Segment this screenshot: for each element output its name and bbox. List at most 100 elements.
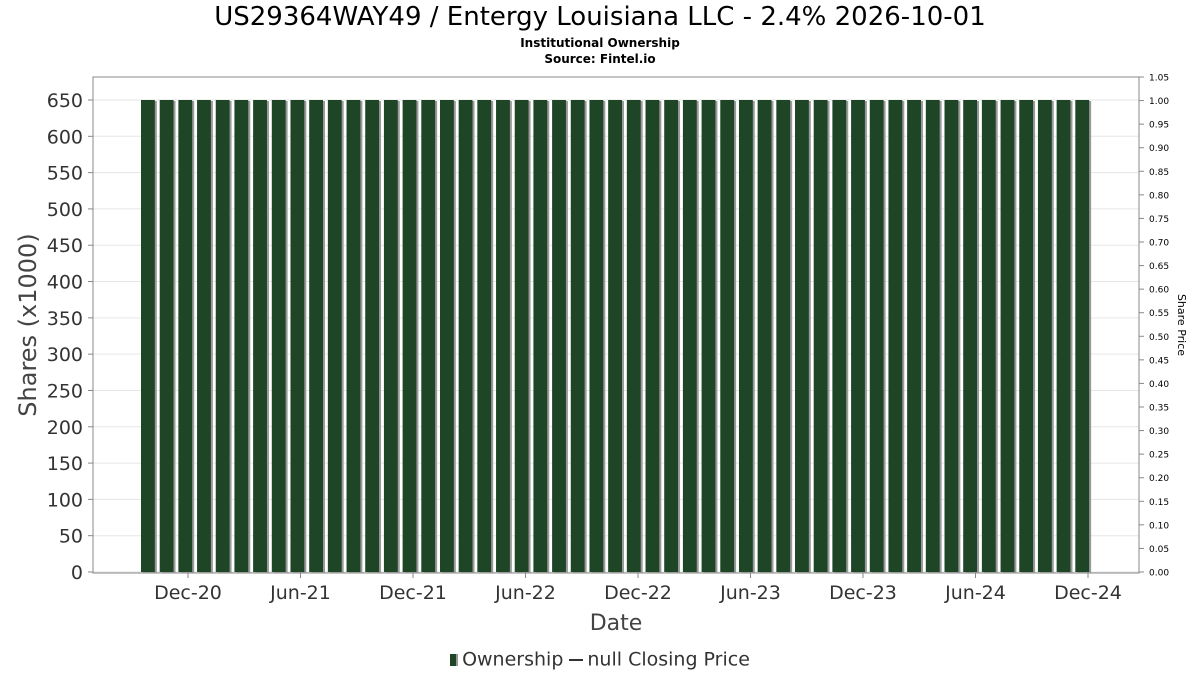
ownership-bar — [234, 100, 249, 572]
chart-title: US29364WAY49 / Entergy Louisiana LLC - 2… — [214, 2, 986, 32]
ownership-bar — [664, 100, 679, 572]
y2-tick-label: 0.90 — [1149, 144, 1169, 154]
x-tick-label: Jun-24 — [944, 582, 1006, 604]
ownership-bar — [757, 100, 772, 572]
chart-source: Source: Fintel.io — [544, 52, 656, 66]
y2-tick-label: 0.65 — [1149, 262, 1169, 272]
y-tick-label: 250 — [47, 380, 83, 402]
y2-tick-label: 0.35 — [1149, 404, 1169, 414]
y2-tick-label: 0.10 — [1149, 521, 1169, 531]
y-tick-label: 400 — [47, 272, 83, 294]
ownership-bar — [888, 100, 903, 572]
y-tick-label: 500 — [47, 199, 83, 221]
ownership-legend-swatch — [450, 653, 459, 666]
y2-tick-label: 0.30 — [1149, 427, 1169, 437]
ownership-bar — [477, 100, 492, 572]
ownership-bar — [327, 100, 342, 572]
ownership-bar — [178, 100, 193, 572]
ownership-bar — [907, 100, 921, 572]
x-tick-label: Dec-20 — [154, 582, 222, 604]
ownership-bar — [271, 100, 286, 572]
ownership-bar — [514, 100, 529, 572]
ownership-bar — [851, 100, 865, 572]
y2-tick-label: 1.00 — [1149, 97, 1169, 107]
ownership-bar — [309, 100, 324, 572]
ownership-bar — [197, 100, 211, 572]
y2-tick-label: 0.45 — [1149, 356, 1169, 366]
ownership-bar — [795, 100, 809, 572]
y2-tick-label: 0.00 — [1149, 569, 1169, 579]
ownership-bar — [496, 100, 510, 572]
ownership-bar — [365, 100, 380, 572]
y-tick-label: 200 — [47, 417, 83, 439]
ownership-bar — [458, 100, 473, 572]
x-tick-label: Dec-23 — [829, 582, 897, 604]
x-tick-label: Jun-23 — [719, 582, 781, 604]
x-tick-label: Dec-22 — [604, 582, 672, 604]
ownership-bar — [832, 100, 847, 572]
ownership-bar — [253, 100, 267, 572]
ownership-bar — [944, 100, 959, 572]
y-tick-label: 50 — [59, 526, 83, 548]
y2-tick-label: 0.25 — [1149, 451, 1169, 461]
y2-tick-label: 0.85 — [1149, 168, 1169, 178]
ownership-bar — [1075, 100, 1090, 572]
ownership-bar — [552, 100, 566, 572]
y-tick-label: 450 — [47, 235, 83, 257]
price-legend-line — [569, 658, 584, 661]
x-tick-label: Dec-24 — [1054, 582, 1122, 604]
ownership-bar — [626, 100, 641, 572]
y2-tick-label: 0.60 — [1149, 286, 1169, 296]
ownership-bar — [533, 100, 548, 572]
legend-ownership-label: Ownership — [462, 648, 564, 671]
y2-tick-label: 0.15 — [1149, 498, 1169, 508]
y2-tick-label: 0.75 — [1149, 215, 1169, 225]
ownership-bar — [720, 100, 735, 572]
ownership-bar — [925, 100, 940, 572]
ownership-bar — [813, 100, 828, 572]
y2-tick-label: 0.05 — [1149, 545, 1169, 555]
y2-axis-label: Share Price — [1175, 294, 1188, 356]
y-tick-label: 600 — [47, 126, 83, 148]
y-tick-label: 0 — [71, 562, 83, 584]
ownership-bar — [159, 100, 174, 572]
ownership-bar — [981, 100, 996, 572]
ownership-bar — [439, 100, 454, 572]
ownership-bar — [701, 100, 716, 572]
legend: Ownership null Closing Price — [0, 648, 1200, 671]
y-tick-label: 350 — [47, 308, 83, 330]
y-tick-label: 300 — [47, 344, 83, 366]
y2-tick-label: 0.55 — [1149, 309, 1169, 319]
y-tick-label: 100 — [47, 489, 83, 511]
ownership-bar — [402, 100, 417, 572]
ownership-bar — [141, 100, 155, 572]
y-tick-label: 550 — [47, 163, 83, 185]
ownership-bar — [1037, 100, 1052, 572]
ownership-bar — [608, 100, 622, 572]
ownership-bar — [589, 100, 604, 572]
y-tick-label: 150 — [47, 453, 83, 475]
ownership-bar — [738, 100, 753, 572]
ownership-bar — [963, 100, 978, 572]
y2-tick-label: 0.50 — [1149, 333, 1169, 343]
ownership-bar — [869, 100, 884, 572]
y2-tick-label: 0.80 — [1149, 191, 1169, 201]
ownership-bar — [570, 100, 585, 572]
ownership-bar — [776, 100, 791, 572]
legend-price-label: null Closing Price — [587, 648, 750, 671]
y2-tick-label: 0.70 — [1149, 239, 1169, 249]
ownership-bar — [290, 100, 305, 572]
y-tick-label: 650 — [47, 90, 83, 112]
y2-tick-label: 0.95 — [1149, 121, 1169, 131]
chart-subtitle: Institutional Ownership — [520, 36, 680, 50]
y2-tick-label: 0.20 — [1149, 474, 1169, 484]
ownership-bar — [383, 100, 398, 572]
ownership-bar — [1000, 100, 1015, 572]
ownership-bar — [346, 100, 361, 572]
ownership-bar — [215, 100, 230, 572]
y-axis-label: Shares (x1000) — [14, 233, 42, 416]
x-tick-label: Jun-21 — [269, 582, 331, 604]
x-axis-label: Date — [590, 611, 643, 636]
x-tick-label: Jun-22 — [494, 582, 556, 604]
